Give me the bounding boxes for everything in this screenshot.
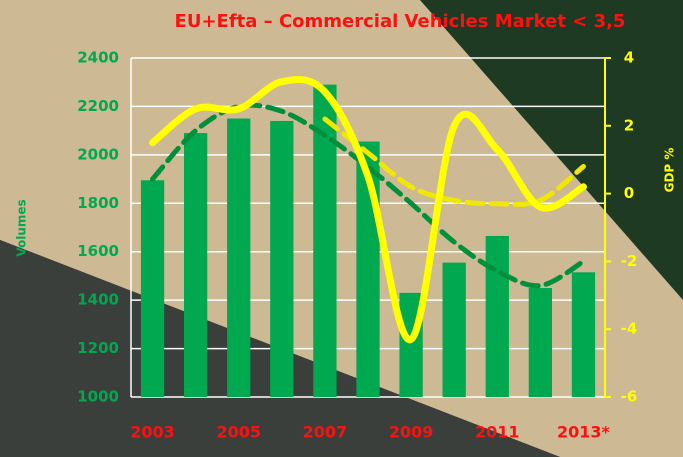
y-tick-label: 2200 — [77, 97, 119, 115]
x-tick-label: 2011 — [475, 423, 520, 442]
x-tick-label: 2007 — [303, 423, 348, 442]
y2-axis-label: GDP % — [663, 148, 677, 193]
x-tick-label: 2009 — [389, 423, 434, 442]
y-tick-label: 2000 — [77, 145, 119, 163]
y2-tick-label: 0 — [624, 184, 634, 202]
y2-tick-label: -4 — [621, 320, 638, 338]
y2-tick-label: -6 — [621, 388, 638, 406]
bar — [227, 118, 251, 398]
y-tick-label: 1600 — [77, 242, 119, 260]
bar — [485, 235, 509, 397]
y-tick-label: 1000 — [77, 388, 119, 406]
y2-tick-label: -2 — [621, 252, 638, 270]
bar — [270, 120, 294, 397]
y-tick-label: 1200 — [77, 339, 119, 357]
bar — [442, 262, 466, 397]
x-tick-label: 2003 — [130, 423, 175, 442]
y-tick-label: 1800 — [77, 194, 119, 212]
line — [149, 76, 587, 343]
bar — [313, 84, 337, 397]
x-tick-label: 2013* — [557, 423, 611, 442]
x-tick-label: 2005 — [216, 423, 261, 442]
y-tick-label: 2400 — [77, 49, 119, 67]
chart-title: EU+Efta – Commercial Vehicles Market < 3… — [175, 11, 626, 32]
y2-tick-label: 2 — [624, 116, 634, 134]
bar — [528, 288, 552, 397]
y-axis-label: Volumes — [15, 199, 29, 256]
bar — [140, 180, 165, 397]
y-tick-label: 1400 — [77, 291, 119, 309]
bar — [184, 133, 208, 398]
line — [322, 116, 586, 207]
bar — [571, 272, 596, 397]
y2-tick-label: 4 — [624, 49, 634, 67]
